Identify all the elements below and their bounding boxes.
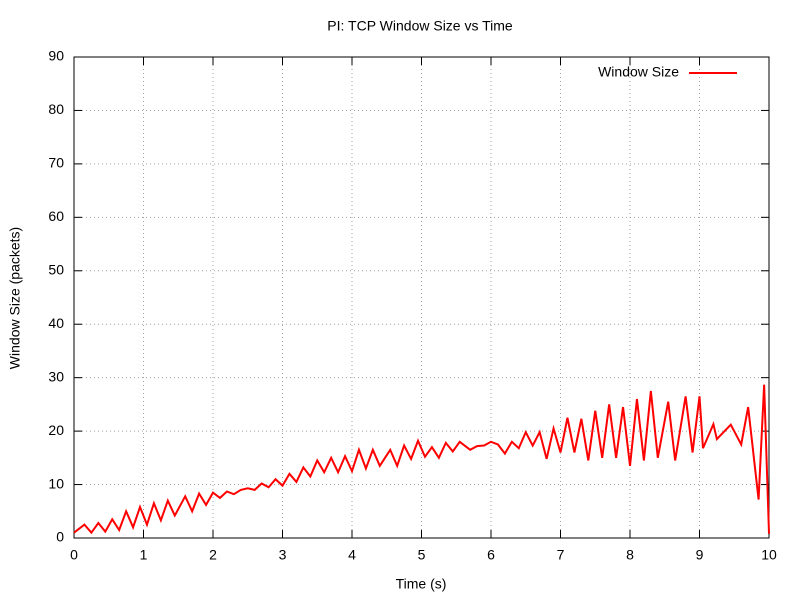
- x-tick-label: 4: [348, 547, 356, 563]
- y-tick-label: 40: [48, 315, 64, 331]
- y-axis-label: Window Size (packets): [7, 227, 23, 369]
- x-tick-label: 0: [70, 547, 78, 563]
- chart-title: PI: TCP Window Size vs Time: [327, 18, 513, 34]
- x-tick-label: 6: [487, 547, 495, 563]
- y-tick-label: 90: [48, 48, 64, 64]
- y-tick-label: 80: [48, 101, 64, 117]
- x-tick-label: 10: [761, 547, 777, 563]
- x-tick-label: 7: [557, 547, 565, 563]
- y-tick-label: 50: [48, 261, 64, 277]
- y-tick-label: 0: [56, 529, 64, 545]
- x-axis-label: Time (s): [396, 576, 447, 592]
- x-tick-label: 9: [696, 547, 704, 563]
- data-line: [73, 384, 770, 535]
- y-tick-label: 10: [48, 475, 64, 491]
- legend-label: Window Size: [598, 64, 679, 80]
- y-tick-label: 20: [48, 422, 64, 438]
- x-tick-label: 8: [626, 547, 634, 563]
- x-tick-label: 1: [140, 547, 148, 563]
- y-tick-label: 30: [48, 368, 64, 384]
- y-tick-label: 60: [48, 208, 64, 224]
- x-tick-label: 3: [279, 547, 287, 563]
- x-tick-label: 2: [209, 547, 217, 563]
- x-tick-label: 5: [418, 547, 426, 563]
- y-tick-label: 70: [48, 155, 64, 171]
